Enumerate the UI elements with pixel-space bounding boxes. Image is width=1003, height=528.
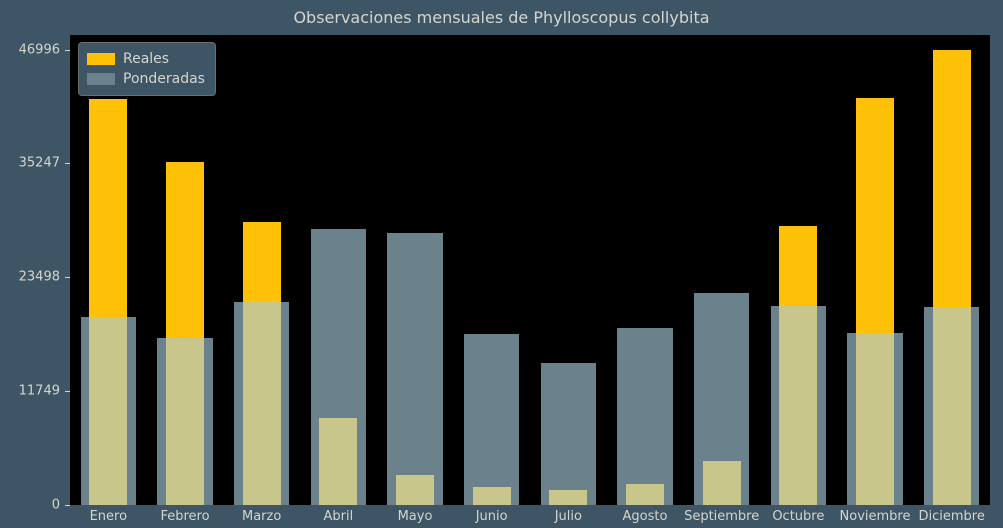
bar-reales-overlap <box>703 461 741 505</box>
bar-reales-overlap <box>549 490 587 505</box>
x-tick-label: Agosto <box>623 509 668 524</box>
x-tick-label: Noviembre <box>840 509 911 524</box>
bar-reales <box>933 50 971 308</box>
y-tick-mark <box>65 163 70 164</box>
bar-reales <box>779 226 817 306</box>
x-tick-label: Marzo <box>242 509 281 524</box>
bar-reales-overlap <box>89 317 127 505</box>
y-tick-label: 23498 <box>19 270 60 285</box>
x-tick-label: Febrero <box>160 509 209 524</box>
y-tick-label: 0 <box>52 498 60 513</box>
bar-reales-overlap <box>626 484 664 505</box>
legend-label: Ponderadas <box>123 71 205 87</box>
bar-reales <box>166 162 204 338</box>
y-tick-mark <box>65 50 70 51</box>
bar-reales <box>243 222 281 301</box>
x-tick-label: Septiembre <box>684 509 759 524</box>
y-tick-mark <box>65 277 70 278</box>
bar-reales <box>89 99 127 317</box>
legend: Reales Ponderadas <box>78 42 216 96</box>
bar-reales-overlap <box>779 306 817 505</box>
chart-figure: Observaciones mensuales de Phylloscopus … <box>0 0 1003 528</box>
x-tick-label: Mayo <box>398 509 433 524</box>
chart-title: Observaciones mensuales de Phylloscopus … <box>0 8 1003 27</box>
x-tick-label: Julio <box>555 509 582 524</box>
y-tick-label: 11749 <box>19 384 60 399</box>
bar-ponderadas <box>541 363 596 505</box>
bar-ponderadas <box>387 233 442 505</box>
legend-item: Reales <box>87 49 205 69</box>
bar-reales <box>856 98 894 333</box>
bar-reales-overlap <box>856 333 894 505</box>
x-tick-label: Octubre <box>772 509 824 524</box>
y-tick-mark <box>65 391 70 392</box>
x-tick-label: Junio <box>476 509 508 524</box>
x-tick-label: Diciembre <box>918 509 984 524</box>
y-tick-mark <box>65 505 70 506</box>
y-tick-label: 46996 <box>19 42 60 57</box>
bar-reales-overlap <box>166 338 204 505</box>
legend-item: Ponderadas <box>87 69 205 89</box>
bar-reales-overlap <box>473 487 511 505</box>
y-tick-label: 35247 <box>19 156 60 171</box>
legend-label: Reales <box>123 51 169 67</box>
x-tick-label: Abril <box>323 509 353 524</box>
legend-swatch <box>87 53 115 65</box>
bar-reales-overlap <box>319 418 357 505</box>
plot-area <box>70 35 990 505</box>
legend-swatch <box>87 73 115 85</box>
bar-ponderadas <box>617 328 672 505</box>
x-tick-label: Enero <box>90 509 127 524</box>
bar-reales-overlap <box>396 475 434 505</box>
bar-ponderadas <box>464 334 519 505</box>
bar-reales-overlap <box>933 307 971 505</box>
bar-reales-overlap <box>243 302 281 506</box>
